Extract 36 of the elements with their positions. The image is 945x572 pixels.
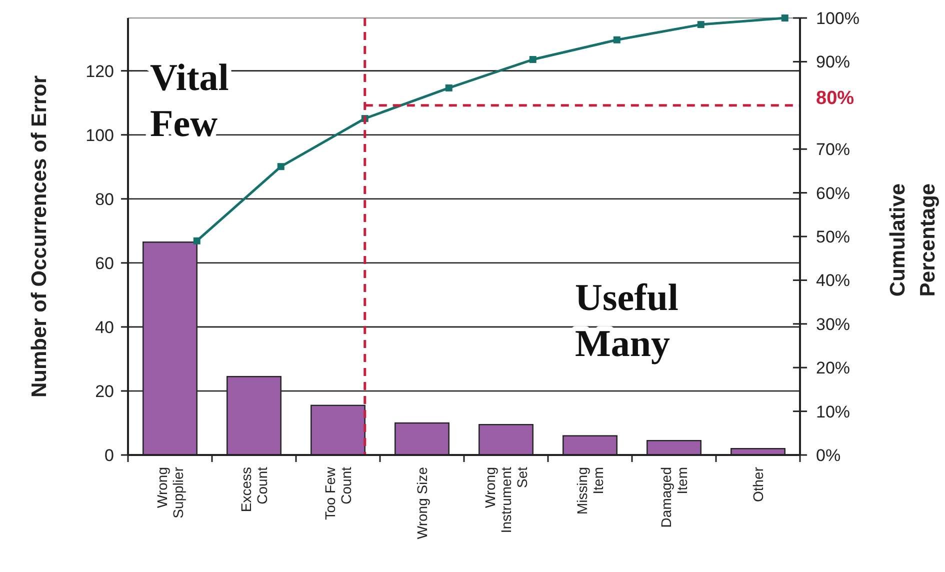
x-tick-label: Missing Item bbox=[574, 467, 606, 514]
point bbox=[445, 84, 452, 92]
x-tick-label: Excess Count bbox=[238, 466, 270, 512]
x-tick-label: Other bbox=[750, 466, 766, 502]
point bbox=[613, 36, 620, 44]
annotation: Useful Many bbox=[575, 277, 678, 365]
x-tick-label: Damaged Item bbox=[658, 467, 690, 528]
y-tick-label: 120 bbox=[86, 62, 114, 81]
y-tick-label: 80 bbox=[95, 190, 114, 209]
point bbox=[277, 163, 284, 170]
x-tick-label: Wrong Instrument Set bbox=[482, 466, 530, 534]
y2-tick-label: 20% bbox=[816, 358, 850, 378]
x-tick-label: Too Few Count bbox=[322, 466, 354, 520]
y2-tick-label: 70% bbox=[816, 140, 850, 160]
y-tick-label: 0 bbox=[104, 446, 114, 465]
y2-tick-label: 100% bbox=[816, 8, 860, 28]
y-tick-label: 40 bbox=[95, 318, 114, 337]
y2-axis-title: Cumulative Percentage bbox=[886, 183, 940, 297]
x-tick-label: Wrong Supplier bbox=[154, 466, 186, 518]
y2-tick-label: 10% bbox=[816, 402, 850, 422]
point bbox=[193, 237, 200, 244]
y2-tick-label: 50% bbox=[816, 227, 850, 246]
y-tick-label: 20 bbox=[95, 382, 114, 401]
ref-line-label: 80% bbox=[816, 88, 854, 110]
y2-tick-label: 40% bbox=[816, 271, 850, 290]
point bbox=[529, 56, 536, 64]
point bbox=[697, 21, 704, 28]
y2-tick-label: 0% bbox=[816, 446, 841, 465]
x-tick-label: Wrong Size bbox=[414, 466, 430, 540]
y-tick-label: 100 bbox=[86, 126, 114, 145]
point bbox=[781, 14, 788, 22]
y-axis-title: Number of Occurrences of Error bbox=[28, 75, 51, 398]
y2-tick-label: 60% bbox=[816, 184, 850, 203]
y-tick-label: 60 bbox=[95, 254, 114, 273]
y2-tick-label: 30% bbox=[816, 314, 850, 334]
y2-tick-label: 90% bbox=[816, 52, 850, 72]
